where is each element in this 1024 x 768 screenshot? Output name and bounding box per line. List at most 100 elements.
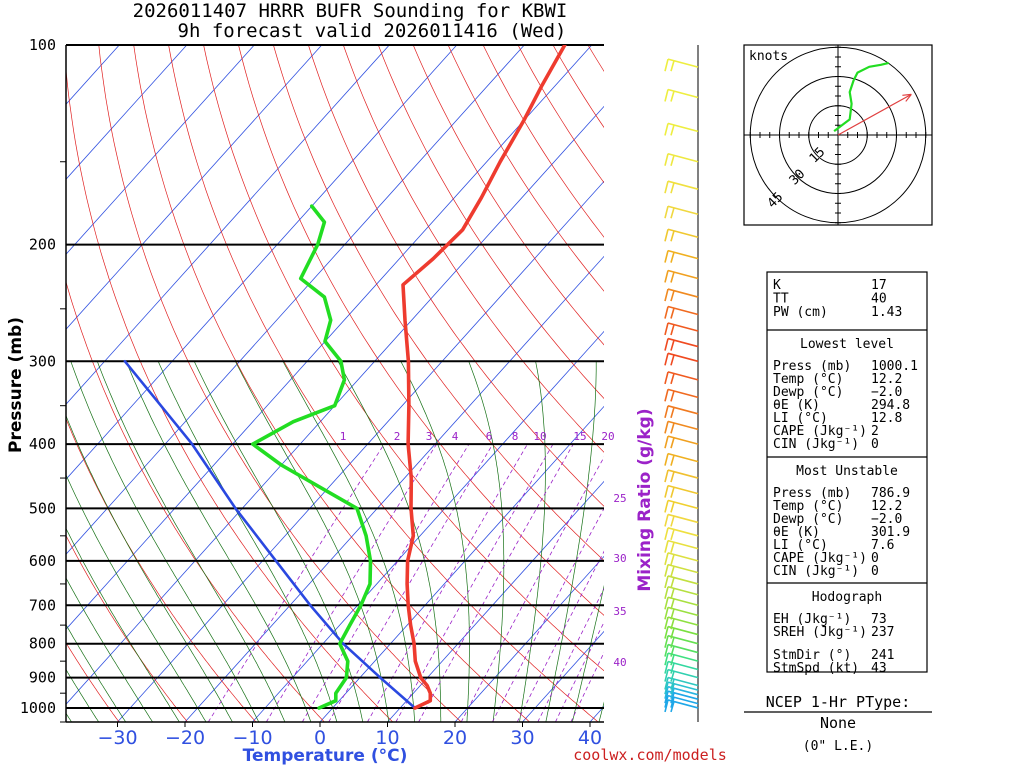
mixing-ratio-label: 8 [512, 430, 519, 443]
y-axis-label: Pressure (mb) [6, 317, 26, 453]
index-value: 0 [871, 551, 879, 566]
mixing-ratio-label: 15 [573, 430, 586, 443]
index-label: PW (cm) [773, 305, 828, 320]
isotherm-line [66, 45, 525, 555]
index-value: 12.2 [871, 499, 902, 514]
isotherm-line [66, 45, 188, 180]
wind-barb [664, 652, 699, 666]
moist-adiabat-line [235, 361, 390, 723]
index-label: CIN (Jkg⁻¹) [773, 437, 859, 452]
mixing-ratio-label: 35 [613, 605, 626, 618]
indices-table-frame [766, 271, 928, 673]
wind-barb [664, 676, 699, 690]
pressure-tick-label: 500 [29, 499, 56, 517]
index-label: TT [773, 292, 789, 307]
storm-motion-arrowhead [902, 93, 912, 102]
wind-barb [664, 539, 699, 553]
moist-adiabat-line [545, 361, 597, 723]
index-label: StmSpd (kt) [773, 661, 859, 676]
mixing-ratio-line [418, 443, 574, 723]
mixing-ratio-label: 1 [340, 430, 347, 443]
dry-adiabat-line [66, 534, 188, 723]
mixing-ratio-line [537, 588, 604, 723]
moist-adiabat-line [66, 414, 233, 723]
index-label: CIN (Jkg⁻¹) [773, 564, 859, 579]
temperature-tick-label: 0 [314, 727, 326, 749]
index-label: EH (Jkg⁻¹) [773, 612, 851, 627]
mixing-ratio-label: 4 [452, 430, 459, 443]
dry-adiabat-line [342, 45, 604, 453]
index-value: 237 [871, 625, 894, 640]
index-label: Dewp (°C) [773, 512, 843, 527]
wind-barb [664, 420, 699, 434]
wind-barb [664, 575, 699, 589]
wind-barb [664, 180, 699, 194]
dry-adiabat-line [66, 280, 325, 723]
mixing-ratio-line [460, 456, 604, 723]
wind-barb [664, 668, 699, 682]
index-label: K [773, 278, 781, 293]
index-label: SREH (Jkg⁻¹) [773, 625, 867, 640]
index-value: 241 [871, 648, 894, 663]
mixing-ratio-label: 2 [394, 430, 401, 443]
wind-barb [664, 249, 699, 263]
chart-title-line1: 2026011407 HRRR BUFR Sounding for KBWI [133, 0, 568, 22]
storm-motion-vector [837, 93, 912, 136]
hodograph-unit-label: knots [749, 49, 788, 64]
index-label: CAPE (Jkg⁻¹) [773, 424, 867, 439]
isotherm-line [319, 405, 604, 723]
mixing-ratio-label: 40 [613, 656, 626, 669]
mixing-ratio-axis-label: Mixing Ratio (g/kg) [635, 408, 655, 591]
indices-section-header: Most Unstable [796, 464, 898, 479]
moist-adiabat-line [66, 624, 126, 723]
wind-barb-column [664, 45, 699, 722]
indices-section-header: Hodograph [812, 590, 882, 605]
mixing-ratio-label: 6 [486, 430, 493, 443]
index-label: Press (mb) [773, 486, 851, 501]
temperature-tick-label: 20 [443, 727, 467, 749]
index-label: Press (mb) [773, 359, 851, 374]
wind-barb [664, 269, 699, 283]
index-value: −2.0 [871, 385, 902, 400]
moist-adiabat-line [282, 361, 416, 723]
mixing-ratio-line [516, 550, 604, 723]
index-value: 301.9 [871, 525, 910, 540]
isotherm-line [387, 480, 604, 723]
index-value: 786.9 [871, 486, 910, 501]
ptype-header: NCEP 1-Hr PType: [766, 693, 911, 711]
isotherm-line [66, 105, 604, 705]
index-value: 294.8 [871, 398, 910, 413]
index-value: 1.43 [871, 305, 902, 320]
wind-barb [664, 527, 699, 541]
dry-adiabat-line [377, 45, 604, 399]
index-value: 43 [871, 661, 887, 676]
wind-barb [664, 88, 699, 102]
wind-barb [664, 352, 699, 366]
mixing-ratio-line [328, 443, 494, 723]
mixing-ratio-label: 20 [601, 430, 614, 443]
moist-adiabat-line [468, 361, 505, 723]
isotherm-line [184, 255, 604, 723]
index-value: 73 [871, 612, 887, 627]
index-label: LI (°C) [773, 411, 828, 426]
wind-barb [664, 643, 699, 657]
moist-adiabat-line [66, 474, 207, 723]
dry-adiabat-line [273, 45, 604, 562]
index-value: 12.8 [871, 411, 902, 426]
moist-adiabat-line [193, 361, 364, 723]
index-value: 2 [871, 424, 879, 439]
index-label: θE (K) [773, 398, 820, 413]
isotherm-line [117, 180, 604, 723]
wind-barb [664, 552, 699, 566]
dry-adiabat-line [66, 418, 257, 723]
mixing-ratio-label: 25 [613, 492, 626, 505]
moist-adiabat-line [157, 361, 338, 723]
index-value: 7.6 [871, 538, 894, 553]
temperature-tick-label: 10 [375, 727, 399, 749]
mixing-ratio-line [367, 443, 528, 723]
mixing-ratio-line [207, 443, 385, 723]
index-label: Temp (°C) [773, 499, 843, 514]
index-label: StmDir (°) [773, 648, 851, 663]
moist-adiabat-line [66, 577, 153, 723]
